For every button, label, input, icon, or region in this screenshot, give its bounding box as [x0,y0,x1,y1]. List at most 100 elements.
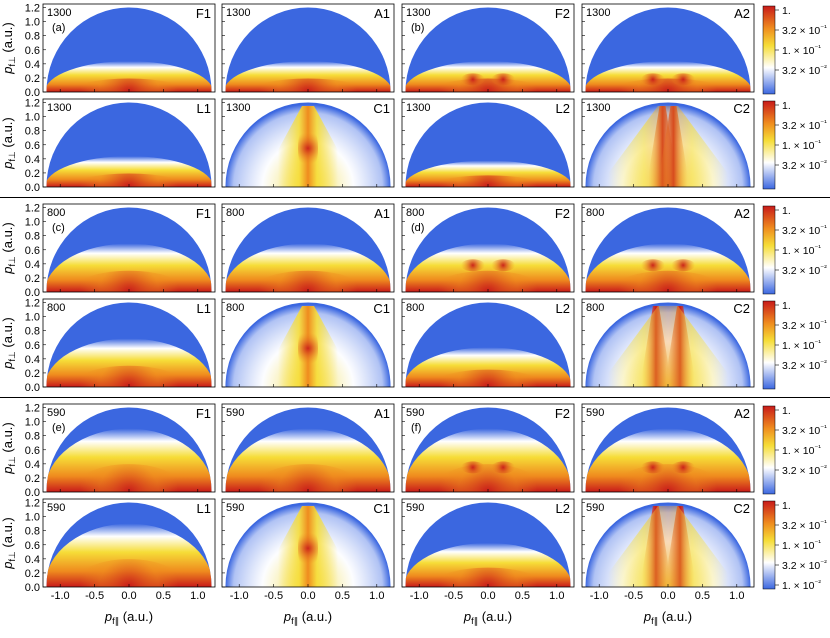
y-tick-label: 0.4 [25,59,40,71]
heatmap-panel-590-f2: 590 (f) F2 [401,403,575,493]
colorbar-tick-label: 1. [782,205,791,217]
panel-label: C1 [373,301,390,316]
x-tick-label: -0.5 [85,590,104,602]
distribution-hotspot [250,270,366,292]
distribution-spot [671,73,696,86]
y-tick-label: 0.8 [25,431,40,443]
y-tick-label: 0.2 [25,273,40,285]
distribution-core [298,120,318,177]
y-tick-label: 0.8 [25,526,40,538]
panel-tag: (e) [52,422,65,434]
y-tick-label: 0.2 [25,168,40,180]
distribution-band [405,160,571,187]
distribution-spot [491,461,516,474]
panel-wavelength: 1300 [47,102,71,114]
panel-label: F2 [555,206,570,221]
x-tick-label: 1.0 [549,590,564,602]
colorbar [762,5,776,95]
heatmap-panel-800-c2: 800 C2 [581,298,755,388]
panel-wavelength: 800 [586,207,604,219]
panel-label: A1 [374,206,390,221]
y-tick-label: 0.0 [25,87,40,99]
distribution-spot [460,73,485,86]
distribution-hotspot [71,270,187,292]
x-tick-label: 0.5 [695,590,710,602]
distribution-band [585,428,751,492]
panel-wavelength: 1300 [586,7,610,19]
colorbar-tick-label: 1. × 10⁻² [782,578,821,592]
x-tick-label: 1.0 [369,590,384,602]
y-axis-label: pf⊥ (a.u.) [0,317,17,370]
x-tick-label: 0.0 [121,590,136,602]
x-tick-label: 0.0 [660,590,675,602]
panel-wavelength: 590 [406,502,424,514]
colorbar-tick-label: 1. × 10⁻¹ [782,443,821,457]
y-tick-label: 1.2 [25,203,40,215]
distribution-band [46,428,212,492]
colorbar-tick-label: 3.2 × 10⁻¹ [782,223,827,237]
colorbar-tick-label: 3.2 × 10⁻¹ [782,318,827,332]
heatmap-panel-800-a1: 800 A1 [221,203,395,293]
distribution-spot [671,259,696,272]
panel-label: A1 [374,406,390,421]
panel-label: L2 [556,301,570,316]
colorbar-tick-label: 3.2 × 10⁻² [782,63,827,77]
heatmap-panel-800-a2: 800 A2 [581,203,755,293]
panel-distribution [225,102,391,187]
distribution-band [585,243,751,292]
heatmap-panel-1300-c1: 1300 C1 [221,98,395,188]
colorbar [762,100,776,190]
colorbar-tick-label: 3.2 × 10⁻¹ [782,423,827,437]
distribution-band [405,243,571,292]
heatmap-panel-1300-c2: 1300 C2 [581,98,755,188]
heatmap-panel-1300-a1: 1300 A1 [221,3,395,93]
y-tick-label: 1.2 [25,298,40,310]
distribution-cone [598,506,738,587]
panel-wavelength: 590 [226,502,244,514]
y-tick-label: 1.0 [25,512,40,524]
y-tick-label: 0.6 [25,340,40,352]
distribution-cone [598,306,738,387]
distribution-band [405,543,571,587]
x-tick-label: -1.0 [230,590,249,602]
y-tick-label: 0.8 [25,231,40,243]
colorbar-tick-label: 3.2 × 10⁻² [782,358,827,372]
heatmap-panel-1300-a2: 1300 A2 [581,3,755,93]
colorbar-tick-label: 1. [782,300,791,312]
colorbar-tick-label: 1. × 10⁻¹ [782,43,821,57]
heatmap-panel-590-a2: 590 A2 [581,403,755,493]
y-tick-label: 0.0 [25,487,40,499]
colorbar-tick-label: 1. × 10⁻¹ [782,538,821,552]
y-tick-label: 1.0 [25,417,40,429]
heatmap-panel-590-l1: 590 L1 [42,498,216,588]
colorbar-tick-label: 1. × 10⁻¹ [782,243,821,257]
panel-wavelength: 1300 [406,102,430,114]
y-axis-label: pf⊥ (a.u.) [0,22,17,75]
x-tick-label: -1.0 [590,590,609,602]
y-tick-label: 0.4 [25,554,40,566]
colorbar-tick-label: 1. × 10⁻¹ [782,138,821,152]
distribution-hotspot [71,464,187,492]
panel-wavelength: 1300 [47,7,71,19]
y-tick-label: 0.0 [25,287,40,299]
y-tick-label: 0.0 [25,382,40,394]
y-axis-label: pf⊥ (a.u.) [0,117,17,170]
x-axis-label: pf∥ (a.u.) [104,609,153,626]
colorbar [762,500,776,590]
colorbar-tick-label: 3.2 × 10⁻² [782,558,827,572]
panel-tag: (d) [411,222,424,234]
distribution-spot [640,73,665,86]
distribution-hotspot [250,464,366,492]
y-tick-label: 0.2 [25,473,40,485]
panel-label: L1 [197,101,211,116]
x-tick-label: -0.5 [624,590,643,602]
panel-label: L1 [197,301,211,316]
panel-wavelength: 800 [586,302,604,314]
y-tick-label: 1.2 [25,3,40,15]
y-tick-label: 0.2 [25,368,40,380]
x-tick-label: 0.5 [156,590,171,602]
x-tick-label: 1.0 [729,590,744,602]
y-tick-label: 0.6 [25,540,40,552]
panel-wavelength: 1300 [226,102,250,114]
heatmap-panel-800-l1: 800 L1 [42,298,216,388]
